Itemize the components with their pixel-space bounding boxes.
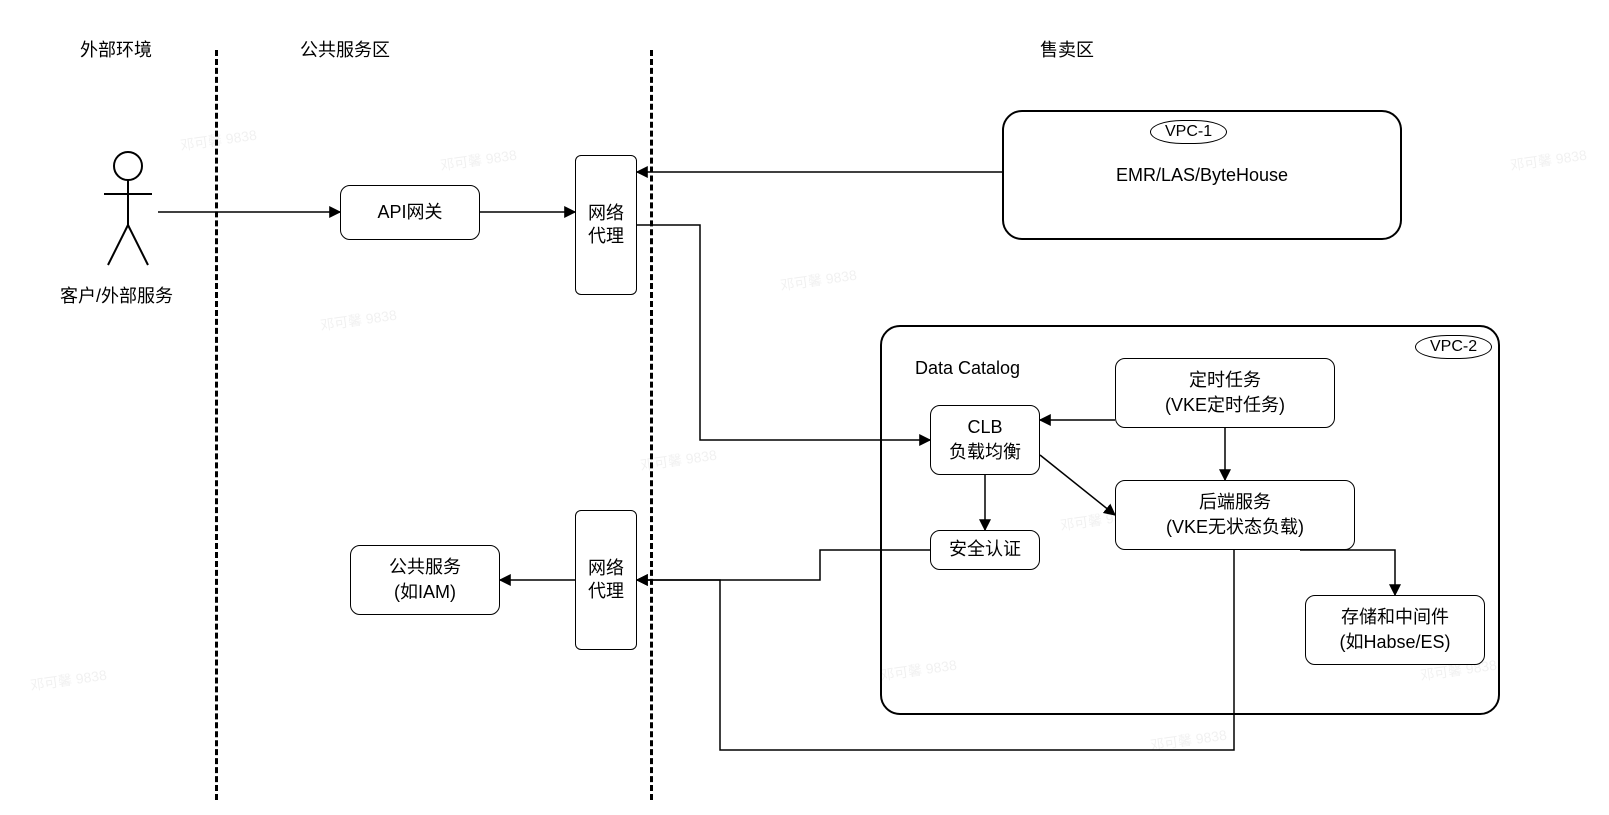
diagram-canvas: 邓可馨 9838 邓可馨 9838 邓可馨 9838 邓可馨 9838 邓可馨 … xyxy=(0,0,1609,815)
zone-divider xyxy=(215,50,218,800)
watermark: 邓可馨 9838 xyxy=(779,265,858,296)
vpc2-badge: VPC-2 xyxy=(1415,335,1492,359)
node-storage: 存储和中间件(如Habse/ES) xyxy=(1305,595,1485,665)
watermark: 邓可馨 9838 xyxy=(1509,145,1588,176)
zone-label-public: 公共服务区 xyxy=(300,36,390,62)
zone-label-sales: 售卖区 xyxy=(1040,36,1094,62)
vpc1-badge: VPC-1 xyxy=(1150,120,1227,144)
zone-label-external: 外部环境 xyxy=(80,36,152,62)
data-catalog-label: Data Catalog xyxy=(915,358,1020,379)
vpc1-label: EMR/LAS/ByteHouse xyxy=(1116,165,1288,186)
watermark: 邓可馨 9838 xyxy=(439,145,518,176)
node-api-gateway: API网关 xyxy=(340,185,480,240)
actor-label: 客户/外部服务 xyxy=(60,282,173,308)
watermark: 邓可馨 9838 xyxy=(29,665,108,696)
watermark: 邓可馨 9838 xyxy=(1149,725,1228,756)
actor-icon xyxy=(100,150,156,270)
node-security: 安全认证 xyxy=(930,530,1040,570)
node-proxy-bottom: 网络代理 xyxy=(575,510,637,650)
zone-divider xyxy=(650,50,653,800)
node-cron: 定时任务(VKE定时任务) xyxy=(1115,358,1335,428)
proxy-bottom-label: 网络代理 xyxy=(588,557,624,604)
watermark: 邓可馨 9838 xyxy=(319,305,398,336)
node-proxy-top: 网络代理 xyxy=(575,155,637,295)
proxy-top-label: 网络代理 xyxy=(588,202,624,249)
watermark: 邓可馨 9838 xyxy=(179,125,258,156)
node-public-service: 公共服务(如IAM) xyxy=(350,545,500,615)
node-backend: 后端服务(VKE无状态负载) xyxy=(1115,480,1355,550)
node-clb: CLB负载均衡 xyxy=(930,405,1040,475)
